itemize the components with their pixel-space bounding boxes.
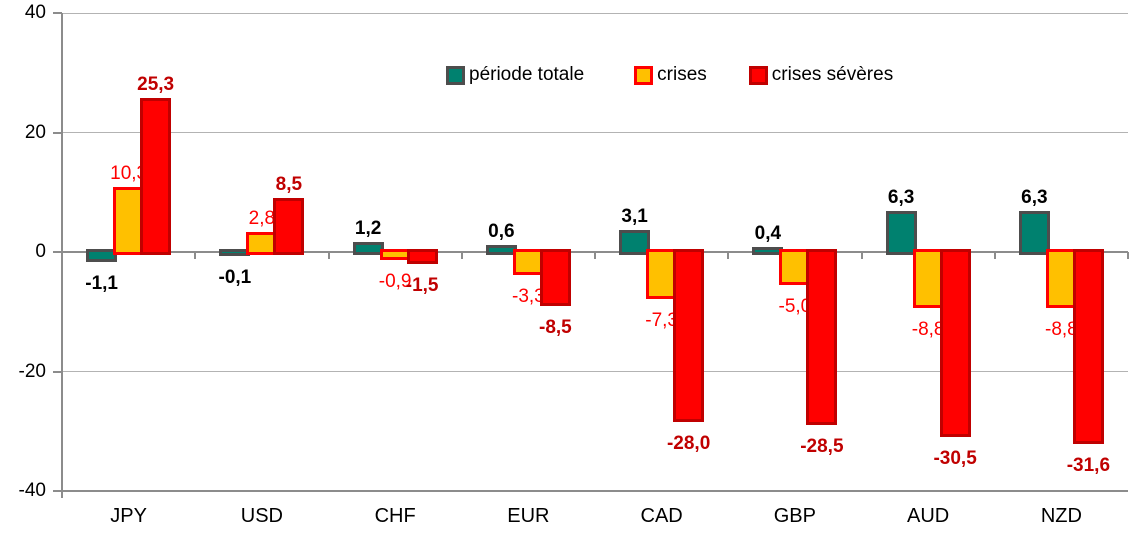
- bar-value-label: -30,5: [933, 448, 977, 470]
- bar-jpy-series2: [113, 187, 145, 255]
- y-axis-label: 20: [24, 121, 46, 143]
- bar-value-label: -7,3: [645, 309, 678, 331]
- legend-swatch-icon: [634, 65, 654, 85]
- gridline--40: [62, 490, 1128, 492]
- bar-value-label: 8,5: [275, 174, 303, 196]
- bar-value-label: 0,4: [754, 222, 782, 244]
- bar-value-label: -5,0: [778, 295, 812, 317]
- legend-label: période totale: [469, 64, 585, 85]
- bar-nzd-series3: [1072, 249, 1104, 444]
- bar-value-label: -31,6: [1066, 454, 1111, 476]
- bar-gbp-series2: [779, 249, 811, 285]
- bar-jpy-series1: [86, 249, 118, 262]
- bar-value-label: -0,1: [218, 266, 252, 288]
- x-axis-label-chf: CHF: [374, 505, 416, 527]
- x-axis-tick: [727, 252, 730, 259]
- bar-usd-series3: [273, 198, 305, 255]
- x-axis-tick: [1127, 252, 1129, 259]
- x-axis-label-eur: EUR: [507, 505, 550, 527]
- x-axis-label-aud: AUD: [907, 505, 950, 527]
- x-axis-tick: [860, 252, 863, 259]
- bar-value-label: 1,2: [354, 217, 382, 239]
- bar-value-label: -1,1: [85, 272, 118, 294]
- bar-value-label: -28,0: [666, 433, 711, 455]
- bar-value-label: 10,3: [110, 163, 148, 185]
- bar-aud-series1: [885, 211, 917, 255]
- bar-value-label: -0,9: [378, 271, 412, 293]
- x-axis-tick: [594, 252, 596, 259]
- bar-jpy-series3: [140, 97, 172, 255]
- legend: période totale crises crises sévères: [446, 63, 893, 87]
- x-axis-label-jpy: JPY: [110, 505, 147, 527]
- bar-chf-series1: [352, 241, 384, 255]
- x-axis-tick: [993, 252, 996, 259]
- bar-nzd-series1: [1018, 211, 1050, 255]
- y-axis-tick: [53, 131, 62, 134]
- y-axis-label: -20: [18, 360, 46, 382]
- legend-label: crises: [657, 64, 707, 85]
- x-axis-label-gbp: GBP: [773, 505, 816, 527]
- y-axis-tick: [53, 370, 62, 373]
- legend-item-1: période totale: [446, 63, 584, 87]
- bar-cad-series2: [646, 249, 678, 299]
- bar-value-label: -3,3: [512, 285, 545, 307]
- legend-swatch-icon: [446, 65, 465, 85]
- bar-value-label: -8,8: [1045, 318, 1078, 340]
- x-axis-tick: [460, 252, 463, 259]
- bar-chf-series3: [406, 249, 438, 264]
- x-axis-tick: [194, 252, 197, 259]
- bar-value-label: 2,8: [248, 208, 276, 230]
- legend-item-3: crises sévères: [748, 63, 894, 87]
- bar-value-label: 25,3: [137, 73, 175, 95]
- y-axis-tick: [53, 12, 62, 14]
- x-axis-label-cad: CAD: [640, 505, 683, 527]
- bar-value-label: -8,5: [539, 316, 572, 338]
- bar-nzd-series2: [1045, 249, 1077, 308]
- bar-eur-series3: [539, 249, 571, 306]
- bar-cad-series3: [673, 249, 705, 423]
- bar-cad-series1: [619, 230, 651, 255]
- legend-label: crises sévères: [771, 64, 894, 85]
- x-axis-tick: [327, 252, 330, 259]
- bar-value-label: 6,3: [1021, 187, 1048, 209]
- legend-swatch-icon: [748, 65, 768, 85]
- gridline-20: [62, 132, 1128, 133]
- bar-value-label: -8,8: [911, 318, 945, 340]
- y-axis-tick: [53, 490, 62, 492]
- gridline--20: [62, 371, 1128, 372]
- y-axis-label: -40: [18, 480, 46, 501]
- y-axis-line: [61, 13, 63, 498]
- bar-aud-series3: [939, 249, 971, 438]
- bar-value-label: -1,5: [405, 274, 439, 296]
- bar-value-label: 6,3: [887, 187, 915, 209]
- gridline-40: [62, 12, 1128, 14]
- bar-value-label: -28,5: [800, 436, 844, 458]
- bar-gbp-series3: [806, 249, 838, 426]
- y-axis-label: 40: [24, 2, 46, 23]
- x-axis-label-usd: USD: [240, 505, 283, 527]
- bar-value-label: 3,1: [621, 206, 648, 228]
- y-axis-label: 0: [35, 241, 46, 262]
- legend-item-2: crises: [634, 63, 707, 87]
- y-axis-tick: [53, 251, 62, 253]
- bar-value-label: 0,6: [488, 221, 515, 243]
- x-axis-label-nzd: NZD: [1040, 505, 1082, 527]
